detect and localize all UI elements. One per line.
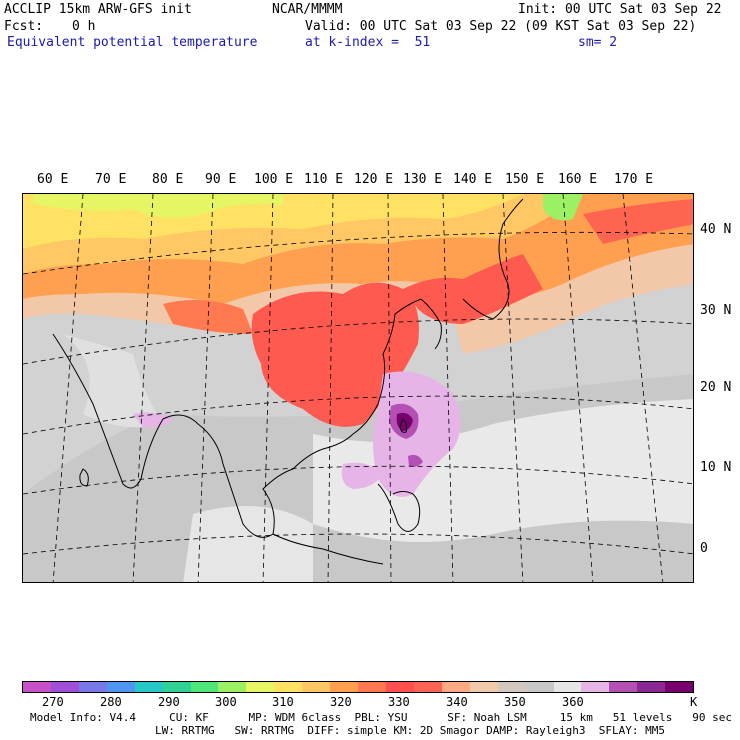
colorbar-swatch [50,682,79,692]
fcst-label: Fcst: [4,19,44,34]
model-info-line1: Model Info: V4.4 CU: KF MP: WDM 6class P… [30,711,732,724]
colorbar-swatch [497,682,526,692]
india-light [63,334,163,428]
lat-label: 10 N [700,460,732,475]
colorbar-swatch [469,682,498,692]
lon-label: 100 E [254,172,294,187]
lon-label: 60 E [37,172,69,187]
lon-label: 130 E [403,172,443,187]
lon-label: 140 E [453,172,493,187]
purple-mid-south [408,454,423,467]
lat-label: 40 N [700,222,732,237]
lon-label: 170 E [614,172,654,187]
colorbar-swatch [665,682,694,692]
smoothing-label: sm= 2 [578,35,618,50]
colorbar-tick: 280 [100,695,122,709]
theta-e-map [23,194,693,582]
center-label: NCAR/MMMM [272,2,343,17]
lon-label: 90 E [205,172,237,187]
colorbar-swatch [190,682,219,692]
fcst-value: 0 h [72,19,96,34]
warm-pool-light [313,399,693,542]
colorbar-swatch [330,682,359,692]
colorbar-tick: 300 [215,695,237,709]
purple-outer [373,371,461,497]
green-patch [543,194,583,221]
lon-label: 110 E [304,172,344,187]
hot-plume [251,282,419,427]
lat-label: 20 N [700,380,732,395]
lon-label: 80 E [152,172,184,187]
init-time: Init: 00 UTC Sat 03 Sep 22 [518,2,722,17]
colorbar-swatch [609,682,638,692]
model-info-line2: LW: RRTMG SW: RRTMG DIFF: simple KM: 2D … [155,724,665,737]
colorbar-swatch [413,682,442,692]
field-name: Equivalent potential temperature [7,35,258,50]
colorbar [22,681,694,693]
colorbar-tick: 360 [562,695,584,709]
colorbar-swatch [106,682,135,692]
valid-time: Valid: 00 UTC Sat 03 Sep 22 (09 KST Sat … [305,19,697,34]
colorbar-unit: K [690,695,698,709]
model-title: ACCLIP 15km ARW-GFS init [4,2,192,17]
colorbar-swatch [581,682,610,692]
level-label: at k-index = 51 [305,35,431,50]
colorbar-swatch [441,682,470,692]
colorbar-tick: 290 [158,695,180,709]
purple-patch-scs [341,462,383,489]
light-patch [183,506,313,582]
colorbar-swatch [553,682,582,692]
colorbar-swatch [274,682,303,692]
hot-band-east [403,254,543,324]
colorbar-swatch [78,682,107,692]
colorbar-swatch [134,682,163,692]
graticule [23,194,693,582]
colorbar-tick: 330 [388,695,410,709]
colorbar-swatch [246,682,275,692]
lon-label: 160 E [558,172,598,187]
colorbar-tick: 320 [330,695,352,709]
colorbar-swatch [385,682,414,692]
hot-patch-tibet [163,300,253,334]
lat-label: 30 N [700,303,732,318]
colorbar-swatch [525,682,554,692]
lon-label: 150 E [505,172,545,187]
colorbar-swatch [218,682,247,692]
colorbar-swatch [162,682,191,692]
colorbar-tick: 270 [42,695,64,709]
lon-label: 120 E [354,172,394,187]
lon-label: 70 E [95,172,127,187]
lat-label: 0 [700,541,708,556]
colorbar-tick: 340 [446,695,468,709]
light-yellow-patch [33,194,283,218]
colorbar-tick: 350 [504,695,526,709]
colorbar-swatch [302,682,331,692]
colorbar-swatch [358,682,386,692]
colorbar-swatch [23,682,51,692]
map-panel [22,193,694,583]
colorbar-tick: 310 [272,695,294,709]
colorbar-swatch [637,682,666,692]
